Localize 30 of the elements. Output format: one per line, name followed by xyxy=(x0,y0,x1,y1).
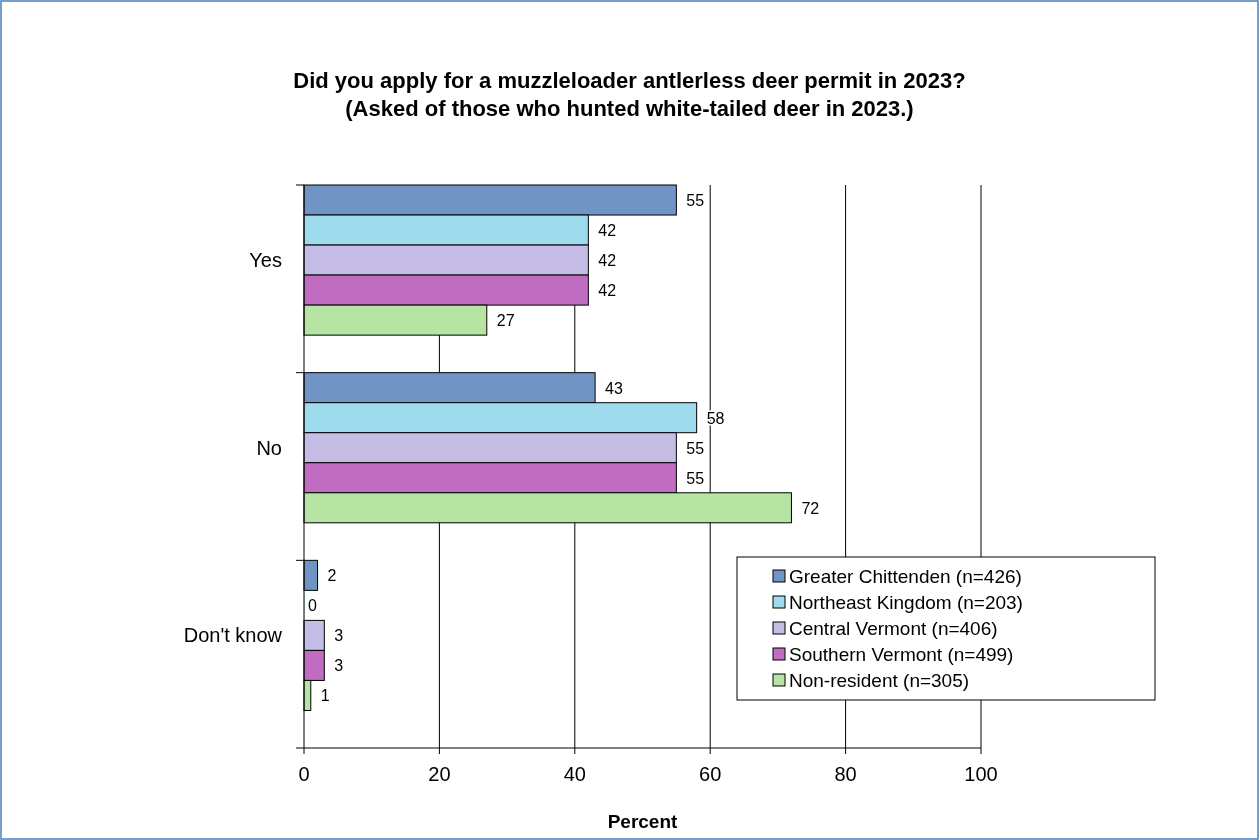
data-label: 1 xyxy=(320,687,330,705)
chart-title: Did you apply for a muzzleloader antlerless deer permit in 2023? (Asked of those who hunted white-tailed deer in 2023.) xyxy=(293,68,966,121)
x-tick-label: 0 xyxy=(298,763,310,785)
data-label: 42 xyxy=(598,252,617,270)
data-label: 3 xyxy=(334,627,344,645)
data-label: 0 xyxy=(308,597,317,615)
legend-label: Non-resident (n=305) xyxy=(789,670,970,691)
y-tick-label: Yes xyxy=(249,249,282,272)
data-label: 55 xyxy=(686,469,705,487)
x-tick-label: 60 xyxy=(699,763,722,785)
x-tick-label: 80 xyxy=(834,763,857,785)
x-tick-label: 100 xyxy=(964,763,998,785)
legend-label: Central Vermont (n=406) xyxy=(789,618,998,639)
data-label: 55 xyxy=(686,192,705,210)
x-tick-label: 40 xyxy=(563,763,586,785)
data-label: 43 xyxy=(605,379,624,397)
x-tick-label: 20 xyxy=(428,763,451,785)
legend-label: Greater Chittenden (n=426) xyxy=(789,566,1022,587)
data-label: 42 xyxy=(598,222,617,240)
data-label: 2 xyxy=(327,567,337,585)
y-tick-label: Don't know xyxy=(183,624,283,647)
data-label: 42 xyxy=(598,282,617,300)
y-tick-label: No xyxy=(256,436,282,459)
legend-label: Northeast Kingdom (n=203) xyxy=(789,592,1023,613)
data-label: 72 xyxy=(801,499,820,517)
data-label: 3 xyxy=(334,657,344,675)
x-axis-title: Percent xyxy=(607,811,679,832)
data-label: 27 xyxy=(496,312,515,330)
data-label: 55 xyxy=(686,439,705,457)
legend-label: Southern Vermont (n=499) xyxy=(789,644,1014,665)
